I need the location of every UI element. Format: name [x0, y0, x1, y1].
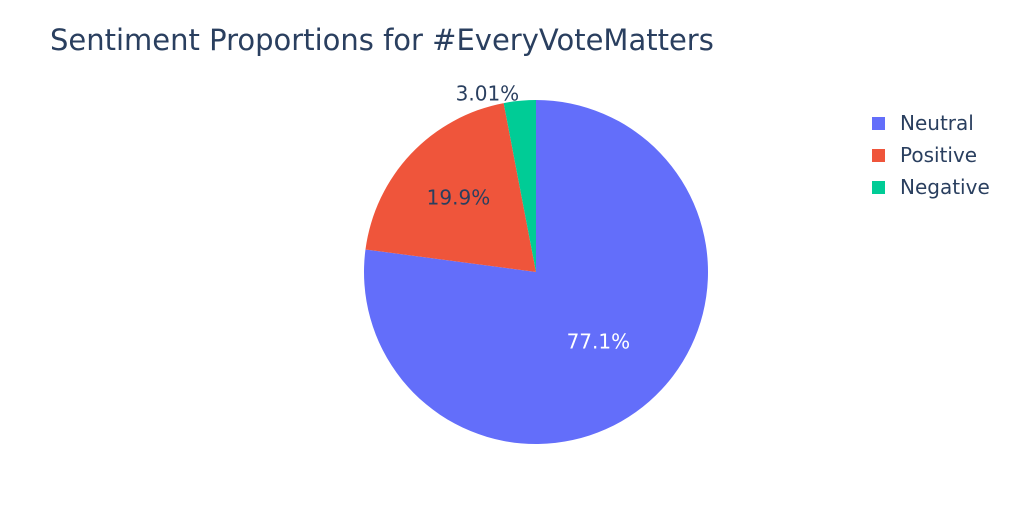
pie-label-neutral: 77.1% [567, 330, 631, 354]
legend-label-neutral: Neutral [900, 111, 974, 135]
legend: Neutral Positive Negative [872, 107, 990, 203]
legend-swatch-negative [872, 180, 885, 194]
legend-label-positive: Positive [900, 143, 978, 167]
legend-item-positive[interactable]: Positive [872, 139, 990, 171]
legend-swatch-neutral [872, 116, 885, 130]
pie-label-negative: 3.01% [456, 81, 520, 105]
pie-label-positive: 19.9% [427, 185, 491, 209]
legend-item-negative[interactable]: Negative [872, 171, 990, 203]
pie-slice-positive[interactable] [365, 103, 536, 272]
pie-slice-labels: 77.1% 19.9% 3.01% [427, 81, 630, 353]
chart-title: Sentiment Proportions for #EveryVoteMatt… [50, 23, 714, 57]
pie-slices [364, 100, 708, 445]
legend-item-neutral[interactable]: Neutral [872, 107, 990, 139]
legend-label-negative: Negative [900, 175, 990, 199]
legend-swatch-positive [872, 148, 885, 162]
pie-slice-negative[interactable] [503, 100, 536, 272]
